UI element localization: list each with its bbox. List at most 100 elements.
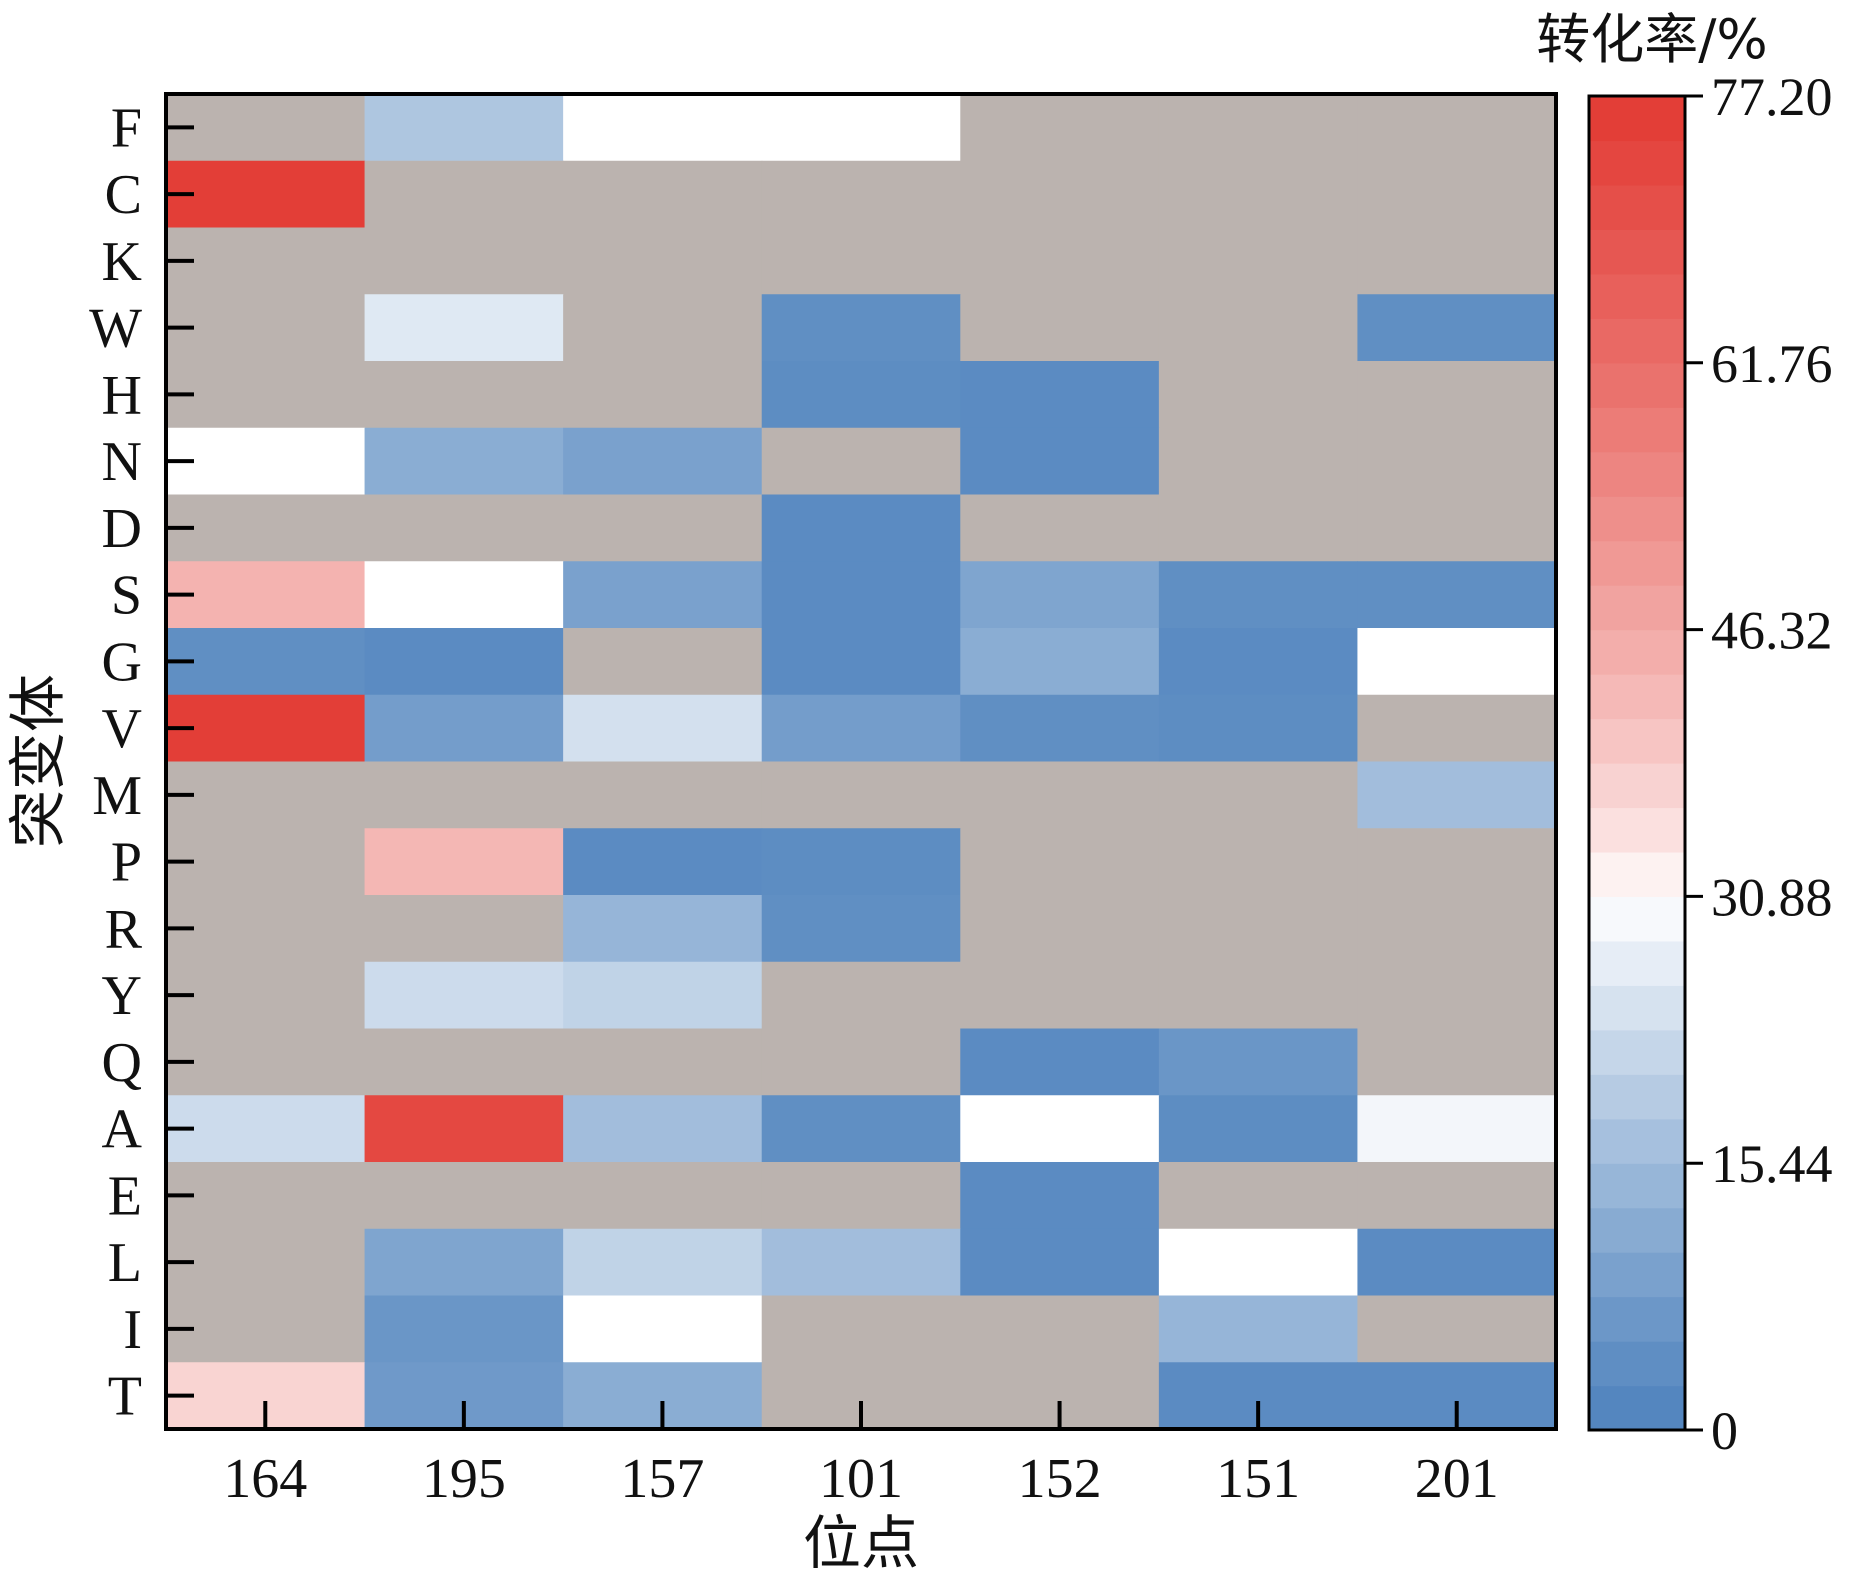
heatmap-cell bbox=[761, 761, 961, 829]
colorbar-tick-label: 30.88 bbox=[1711, 867, 1833, 927]
heatmap-cell bbox=[166, 694, 366, 763]
colorbar-segment bbox=[1589, 318, 1685, 364]
y-tick-label: I bbox=[123, 1299, 142, 1361]
colorbar-title: 转化率/% bbox=[1536, 8, 1768, 71]
heatmap-cell bbox=[1357, 1162, 1557, 1230]
colorbar-tick-label: 46.32 bbox=[1711, 601, 1833, 661]
y-tick-label: S bbox=[111, 565, 142, 627]
heatmap-cell bbox=[1357, 1095, 1557, 1163]
heatmap-cell bbox=[166, 895, 366, 963]
heatmap-cell bbox=[364, 694, 564, 763]
heatmap-cell bbox=[166, 1028, 366, 1096]
heatmap-cell bbox=[1158, 1295, 1359, 1363]
y-tick-label: V bbox=[102, 698, 142, 760]
colorbar-segment bbox=[1589, 585, 1685, 631]
heatmap-cell bbox=[364, 628, 564, 696]
heatmap-cell bbox=[960, 1295, 1160, 1363]
heatmap-cell bbox=[1357, 694, 1557, 763]
heatmap-cell bbox=[563, 761, 763, 829]
heatmap-cell bbox=[364, 227, 564, 295]
colorbar-segment bbox=[1589, 140, 1685, 186]
colorbar-segment bbox=[1589, 540, 1685, 586]
heatmap-cell bbox=[364, 1028, 564, 1096]
heatmap-cell bbox=[1158, 1162, 1359, 1230]
y-tick-label: Q bbox=[102, 1032, 142, 1094]
colorbar-segment bbox=[1589, 985, 1685, 1031]
heatmap-cell bbox=[1158, 1095, 1359, 1163]
y-tick-label: N bbox=[102, 431, 142, 493]
colorbar-segment bbox=[1589, 229, 1685, 275]
heatmap-cell bbox=[1158, 761, 1359, 829]
heatmap-cell bbox=[166, 1095, 366, 1163]
heatmap-cell bbox=[960, 1228, 1160, 1297]
heatmap-cell bbox=[761, 1095, 961, 1163]
colorbar-segment bbox=[1589, 807, 1685, 853]
heatmap-cell bbox=[166, 1162, 366, 1230]
heatmap-cell bbox=[1357, 427, 1557, 496]
heatmap-cell bbox=[960, 361, 1160, 429]
heatmap-cell bbox=[960, 294, 1160, 362]
heatmap-cell bbox=[166, 227, 366, 295]
heatmap-cell bbox=[563, 1028, 763, 1096]
heatmap-cell bbox=[960, 427, 1160, 496]
heatmap-cell bbox=[1158, 227, 1359, 295]
heatmap-cell bbox=[1357, 961, 1557, 1030]
heatmap-cell bbox=[960, 1095, 1160, 1163]
heatmap-cell bbox=[563, 160, 763, 229]
heatmap-cell bbox=[960, 694, 1160, 763]
heatmap-cell bbox=[1158, 694, 1359, 763]
heatmap-cell bbox=[166, 961, 366, 1030]
heatmap-cell bbox=[364, 294, 564, 362]
heatmap-cells bbox=[166, 94, 1557, 1430]
heatmap-cell bbox=[960, 895, 1160, 963]
heatmap-cell bbox=[563, 1228, 763, 1297]
colorbar-segment bbox=[1589, 1252, 1685, 1298]
heatmap-cell bbox=[364, 1228, 564, 1297]
heatmap-cell bbox=[1357, 761, 1557, 829]
colorbar-segment bbox=[1589, 629, 1685, 675]
heatmap-cell bbox=[960, 94, 1160, 162]
heatmap-cell bbox=[761, 361, 961, 429]
y-tick-label: P bbox=[111, 832, 142, 894]
colorbar-tick-label: 15.44 bbox=[1711, 1134, 1833, 1194]
colorbar-segment bbox=[1589, 763, 1685, 809]
heatmap-cell bbox=[1357, 361, 1557, 429]
colorbar-segment bbox=[1589, 96, 1685, 142]
heatmap-cell bbox=[761, 1028, 961, 1096]
heatmap-cell bbox=[761, 427, 961, 496]
heatmap-cell bbox=[1158, 427, 1359, 496]
heatmap-cell bbox=[364, 895, 564, 963]
colorbar-tick-label: 61.76 bbox=[1711, 334, 1833, 394]
heatmap-cell bbox=[1158, 494, 1359, 562]
x-axis-title: 位点 bbox=[803, 1509, 919, 1577]
heatmap-cell bbox=[1158, 828, 1359, 896]
heatmap-cell bbox=[1158, 160, 1359, 229]
heatmap-cell bbox=[761, 961, 961, 1030]
heatmap-cell bbox=[364, 361, 564, 429]
heatmap-cell bbox=[166, 828, 366, 896]
colorbar-segment bbox=[1589, 1296, 1685, 1342]
colorbar-segment bbox=[1589, 496, 1685, 542]
heatmap-cell bbox=[166, 427, 366, 496]
heatmap-cell bbox=[761, 94, 961, 162]
heatmap-cell bbox=[364, 1295, 564, 1363]
heatmap-cell bbox=[166, 761, 366, 829]
heatmap-cell bbox=[166, 294, 366, 362]
colorbar-segment bbox=[1589, 451, 1685, 497]
colorbar-segment bbox=[1589, 1341, 1685, 1387]
heatmap-cell bbox=[166, 1295, 366, 1363]
heatmap-cell bbox=[1158, 628, 1359, 696]
colorbar-segment bbox=[1589, 1207, 1685, 1253]
heatmap-cell bbox=[761, 694, 961, 763]
heatmap-cell bbox=[960, 961, 1160, 1030]
colorbar-segment bbox=[1589, 1074, 1685, 1120]
heatmap-cell bbox=[563, 1095, 763, 1163]
heatmap-cell bbox=[563, 227, 763, 295]
x-tick-label: 152 bbox=[1018, 1448, 1102, 1510]
heatmap-cell bbox=[563, 561, 763, 629]
colorbar-segment bbox=[1589, 407, 1685, 453]
heatmap-cell bbox=[960, 1162, 1160, 1230]
colorbar-segment bbox=[1589, 718, 1685, 764]
